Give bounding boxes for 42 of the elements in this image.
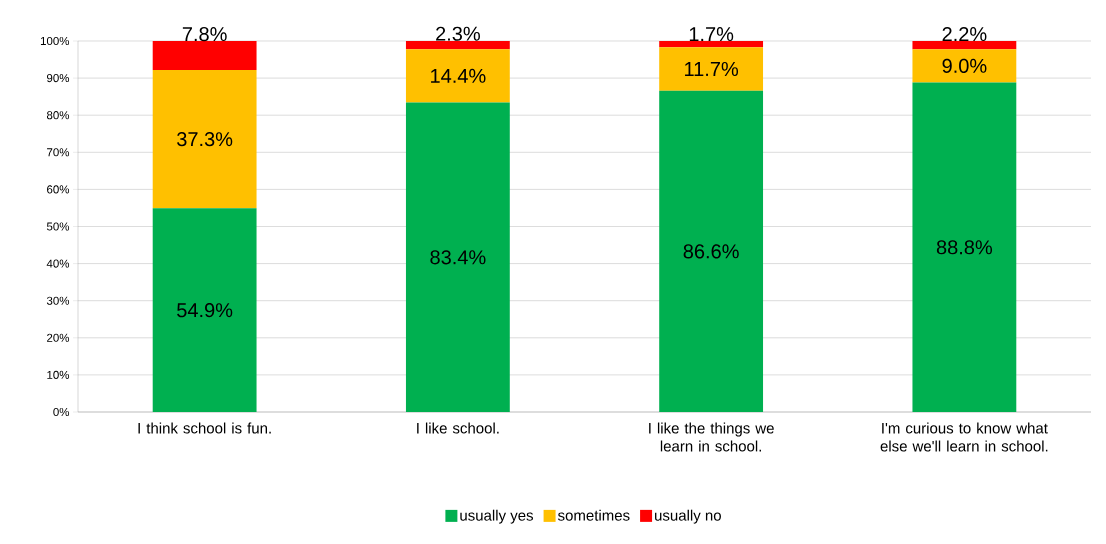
y-tick-label: 0% [53, 407, 70, 417]
data-label: 86.6% [683, 244, 739, 259]
data-label: 88.8% [936, 240, 993, 255]
bar [659, 90, 764, 412]
x-tick-label: I like school. [417, 422, 499, 434]
bar [659, 47, 764, 91]
data-label: 2.3% [436, 26, 480, 41]
bar [405, 102, 510, 412]
legend-label: usually no [655, 509, 721, 524]
data-label: 2.2% [942, 27, 987, 42]
legend-label: sometimes [557, 509, 630, 521]
y-tick-label: 50% [46, 222, 70, 231]
x-tick-label: I'm curious to know what else we'll learn in school. [880, 422, 1048, 452]
bar [405, 41, 510, 50]
legend-label: usually yes [460, 509, 534, 524]
data-label: 9.0% [942, 58, 987, 73]
data-label: 11.7% [685, 62, 739, 77]
bar [912, 41, 1017, 50]
x-tick-label: I think school is fun. [138, 422, 271, 434]
y-tick-label: 20% [47, 333, 70, 342]
y-tick-label: 100% [40, 36, 70, 46]
y-tick-label: 60% [47, 185, 70, 194]
data-label: 7.8% [182, 27, 227, 42]
y-tick-label: 90% [47, 74, 70, 83]
bar [152, 208, 257, 412]
bar [912, 82, 1017, 412]
y-tick-label: 40% [46, 259, 70, 268]
y-tick-label: 10% [47, 370, 70, 379]
bar [405, 49, 510, 103]
y-tick-label: 80% [46, 111, 70, 120]
data-label: 83.4% [430, 250, 486, 265]
y-tick-label: 70% [47, 148, 70, 157]
data-label: 1.7% [689, 27, 734, 42]
bar [152, 69, 257, 209]
bar [912, 49, 1017, 83]
data-label: 14.4% [431, 68, 486, 83]
data-label: 54.9% [177, 303, 233, 318]
bar [152, 41, 257, 70]
x-tick-label: I like the things we learn in school. [649, 422, 774, 452]
data-label: 37.3% [177, 132, 233, 147]
bar [659, 41, 764, 48]
y-tick-label: 30% [46, 296, 70, 305]
